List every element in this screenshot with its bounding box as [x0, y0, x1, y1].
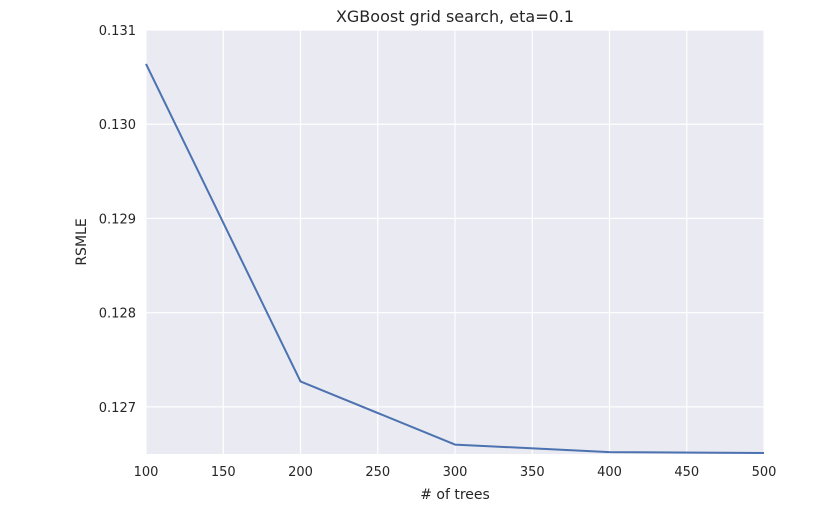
x-tick-label: 100	[134, 465, 159, 480]
y-tick-label: 0.130	[99, 118, 136, 133]
y-tick-label: 0.128	[99, 307, 136, 322]
y-tick-label: 0.131	[99, 24, 136, 39]
x-tick-label: 300	[443, 465, 468, 480]
x-tick-label: 350	[520, 465, 545, 480]
grid	[145, 29, 765, 454]
x-tick-label: 450	[674, 465, 699, 480]
x-axis-title: # of trees	[420, 487, 490, 503]
x-tick-labels: 100 150 200 250 300 350 400 450 500	[134, 465, 777, 480]
chart-title: XGBoost grid search, eta=0.1	[336, 7, 574, 26]
x-tick-label: 150	[211, 465, 236, 480]
x-tick-label: 500	[752, 465, 777, 480]
y-tick-labels: 0.127 0.128 0.129 0.130 0.131	[99, 24, 136, 416]
x-tick-label: 400	[597, 465, 622, 480]
x-tick-label: 200	[288, 465, 313, 480]
y-tick-label: 0.127	[99, 401, 136, 416]
y-axis-title: RSMLE	[74, 218, 90, 265]
series-layer	[145, 63, 765, 455]
x-tick-label: 250	[365, 465, 390, 480]
y-tick-label: 0.129	[99, 212, 136, 227]
